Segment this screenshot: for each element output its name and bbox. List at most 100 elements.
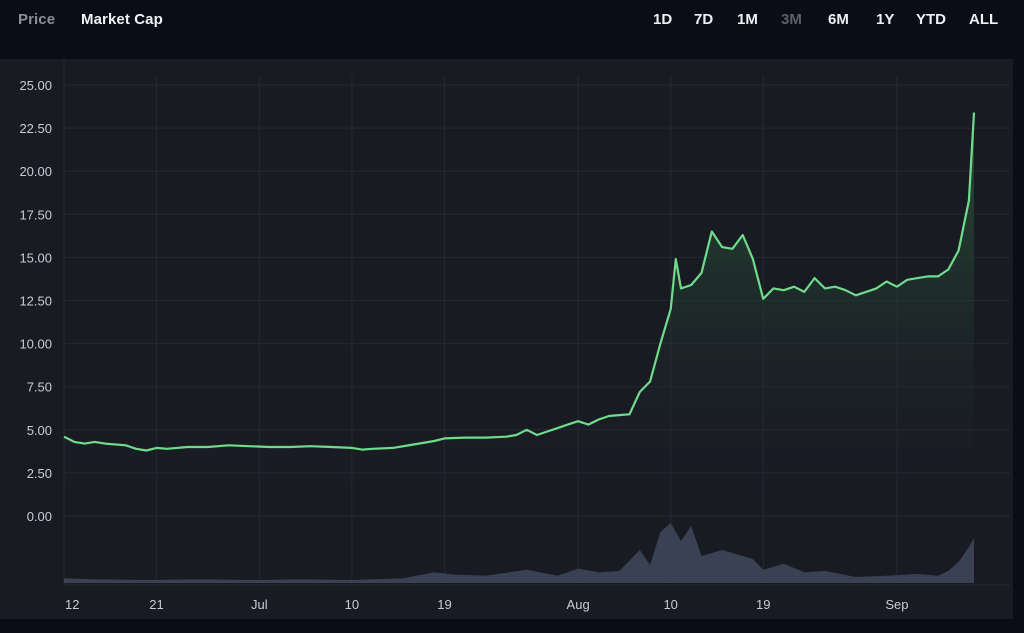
- data-point: [310, 445, 312, 447]
- data-point: [248, 445, 250, 447]
- data-point: [577, 420, 579, 422]
- data-point: [587, 423, 589, 425]
- data-point: [742, 234, 744, 236]
- y-tick-label: 15.00: [19, 250, 52, 265]
- data-point: [526, 429, 528, 431]
- data-point: [330, 446, 332, 448]
- y-tick-label: 20.00: [19, 164, 52, 179]
- data-point: [772, 287, 774, 289]
- market-cap-chart: 25.00 22.50 20.00 17.50 15.00 12.50 10.00 7.50 5…: [19, 59, 1010, 612]
- range-6m[interactable]: 6M: [828, 11, 849, 28]
- data-point: [675, 258, 677, 260]
- data-point: [484, 436, 486, 438]
- range-1d[interactable]: 1D: [653, 11, 673, 28]
- data-point: [834, 286, 836, 288]
- data-point: [875, 287, 877, 289]
- market-cap-line: [63, 112, 976, 452]
- data-point: [700, 272, 702, 274]
- data-point: [896, 286, 898, 288]
- data-point: [670, 308, 672, 310]
- data-point: [207, 446, 209, 448]
- x-tick-label: Aug: [567, 597, 590, 612]
- data-point: [649, 380, 651, 382]
- data-point: [556, 427, 558, 429]
- data-point: [515, 434, 517, 436]
- y-tick-label: 5.00: [27, 423, 52, 438]
- range-ytd[interactable]: YTD: [916, 11, 946, 28]
- y-tick-label: 2.50: [27, 466, 52, 481]
- x-tick-label: Jul: [251, 597, 268, 612]
- data-point: [145, 449, 147, 451]
- data-point: [135, 448, 137, 450]
- y-tick-label: 25.00: [19, 78, 52, 93]
- data-point: [957, 249, 959, 251]
- data-point: [63, 436, 65, 438]
- data-point: [83, 442, 85, 444]
- data-point: [906, 279, 908, 281]
- data-point: [598, 418, 600, 420]
- range-1y[interactable]: 1Y: [876, 11, 895, 28]
- y-tick-label: 17.50: [19, 207, 52, 222]
- data-point: [289, 446, 291, 448]
- data-point: [608, 415, 610, 417]
- data-point: [803, 291, 805, 293]
- x-tick-label: 19: [756, 597, 770, 612]
- range-3m[interactable]: 3M: [781, 11, 802, 28]
- data-point: [824, 287, 826, 289]
- top-bar: Price Market Cap 1D 7D 1M 3M 6M 1Y YTD A…: [0, 0, 1024, 40]
- range-1m[interactable]: 1M: [737, 11, 758, 28]
- data-point: [371, 448, 373, 450]
- range-all[interactable]: ALL: [969, 11, 999, 28]
- data-point: [73, 441, 75, 443]
- data-point: [567, 423, 569, 425]
- data-point: [505, 436, 507, 438]
- data-point: [433, 440, 435, 442]
- data-point: [166, 448, 168, 450]
- data-point: [937, 275, 939, 277]
- x-tick-label: Sep: [885, 597, 908, 612]
- volume-area: [64, 523, 974, 583]
- data-point: [443, 437, 445, 439]
- data-point: [680, 287, 682, 289]
- x-tick-label: 21: [149, 597, 163, 612]
- x-tick-label: 12: [65, 597, 79, 612]
- data-point: [536, 434, 538, 436]
- data-point: [125, 444, 127, 446]
- data-point: [731, 248, 733, 250]
- data-point: [618, 414, 620, 416]
- data-point: [227, 444, 229, 446]
- tab-price[interactable]: Price: [18, 11, 56, 28]
- range-7d[interactable]: 7D: [694, 11, 714, 28]
- data-point: [546, 430, 548, 432]
- data-point: [639, 391, 641, 393]
- market-cap-area: [64, 112, 974, 516]
- data-point: [752, 258, 754, 260]
- x-tick-label: 10: [663, 597, 677, 612]
- data-point: [927, 275, 929, 277]
- data-point: [186, 446, 188, 448]
- data-point: [844, 289, 846, 291]
- data-point: [721, 246, 723, 248]
- x-tick-label: 19: [437, 597, 451, 612]
- data-point: [464, 436, 466, 438]
- chart-panel: 25.00 22.50 20.00 17.50 15.00 12.50 10.00 7.50 5…: [0, 59, 1013, 619]
- data-point: [269, 446, 271, 448]
- data-point: [155, 447, 157, 449]
- data-point: [711, 230, 713, 232]
- y-tick-label: 7.50: [27, 380, 52, 395]
- data-point: [412, 443, 414, 445]
- data-point: [783, 289, 785, 291]
- data-point: [813, 277, 815, 279]
- x-tick-label: 10: [345, 597, 359, 612]
- data-point: [628, 413, 630, 415]
- data-point: [916, 277, 918, 279]
- data-point: [104, 442, 106, 444]
- y-tick-label: 10.00: [19, 337, 52, 352]
- data-point: [947, 268, 949, 270]
- data-point: [973, 111, 975, 113]
- tab-market-cap[interactable]: Market Cap: [81, 11, 163, 28]
- data-point: [392, 447, 394, 449]
- data-point: [793, 286, 795, 288]
- data-point: [659, 342, 661, 344]
- y-tick-label: 12.50: [19, 294, 52, 309]
